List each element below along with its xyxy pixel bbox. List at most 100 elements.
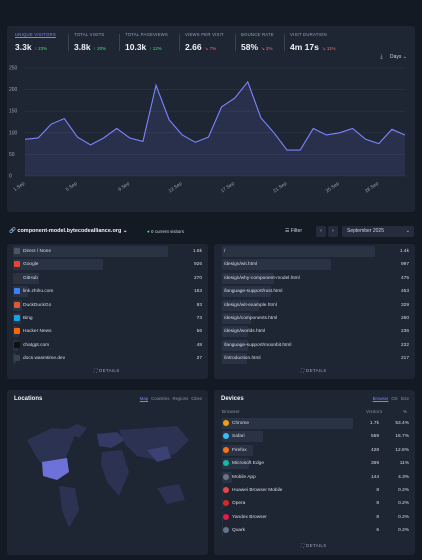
pages-details-button[interactable]: ⛶ DETAILS xyxy=(301,368,327,373)
chevron-down-icon: ⌄ xyxy=(405,228,410,234)
page-row[interactable]: /introduction.html 217 xyxy=(222,353,409,365)
browser-percent: 12.8% xyxy=(395,447,409,453)
globe-icon xyxy=(14,288,20,295)
stat-value: 10.3k xyxy=(125,42,147,52)
mobile-app-icon xyxy=(223,473,229,480)
source-row[interactable]: docs.wasmtime.dev 27 xyxy=(13,353,202,365)
source-name: GitHub xyxy=(23,275,38,281)
period-picker[interactable]: September 2025 ⌄ xyxy=(342,226,414,237)
device-row[interactable]: Firefox 428 12.8% xyxy=(222,444,409,456)
stat-change: ↘ 7% xyxy=(204,46,217,51)
locations-tabs: Map Countries Regions Cities xyxy=(137,396,202,401)
device-row[interactable]: Safari 559 16.7% xyxy=(222,431,409,443)
device-row[interactable]: Mobile App 144 4.3% xyxy=(222,471,409,483)
device-row[interactable]: Microsoft Edge 369 11% xyxy=(222,458,409,470)
filter-button[interactable]: ☰ Filter xyxy=(285,228,302,234)
tab-regions[interactable]: Regions xyxy=(172,396,189,401)
source-count: 1.6k xyxy=(192,249,202,254)
prev-period-button[interactable]: ‹ xyxy=(316,226,326,237)
source-row[interactable]: Hacker News 56 xyxy=(13,326,202,338)
sources-details-button[interactable]: ⛶ DETAILS xyxy=(94,368,120,373)
world-map[interactable] xyxy=(7,410,208,550)
arrow-down-icon: ↘ xyxy=(261,46,267,51)
browser-percent: 0.2% xyxy=(398,501,409,507)
source-name: Bing xyxy=(23,316,33,321)
stat-2[interactable]: Total pageviews 10.3k ↑ 12% xyxy=(125,32,168,54)
browser-name: Opera xyxy=(232,501,246,507)
next-period-button[interactable]: › xyxy=(328,226,338,237)
tab-size[interactable]: Size xyxy=(400,396,409,401)
stat-4[interactable]: Bounce rate 58% ↘ 2% xyxy=(241,32,274,54)
opera-icon xyxy=(223,500,229,507)
source-row[interactable]: Google 926 xyxy=(13,259,202,271)
stat-0[interactable]: Unique visitors 3.3k ↑ 23% xyxy=(15,32,56,54)
device-bar xyxy=(222,418,353,429)
stat-value: 3.8k xyxy=(74,42,91,52)
period-label: September 2025 xyxy=(347,228,384,234)
pages-list: / 1.4k/design/wit.html 997/design/why-comp… xyxy=(222,246,409,365)
source-row[interactable]: chatgpt.com 48 xyxy=(13,339,202,351)
download-icon[interactable]: ⤓ xyxy=(380,54,383,60)
device-bar xyxy=(222,431,263,443)
device-bar xyxy=(222,498,224,510)
devices-details-button[interactable]: ⛶ DETAILS xyxy=(301,543,327,548)
browser-name: Quark xyxy=(232,528,246,534)
device-bar xyxy=(222,485,224,496)
y-tick-label: 100 xyxy=(9,130,18,136)
page-row[interactable]: /design/wit-example.html 329 xyxy=(222,299,409,311)
device-bar xyxy=(222,525,224,537)
page-bar xyxy=(222,339,249,351)
source-name: Direct / None xyxy=(23,249,51,254)
stat-1[interactable]: Total visits 3.8k ↑ 20% xyxy=(74,32,106,54)
y-tick-label: 250 xyxy=(9,66,18,72)
stat-change: ↘ 11% xyxy=(321,46,336,51)
page-bar xyxy=(222,353,247,365)
page-bar xyxy=(222,272,275,284)
browser-visitors: 8 xyxy=(376,488,379,493)
browser-visitors: 559 xyxy=(370,434,379,440)
site-selector[interactable]: 🔗 component-model.bytecodealliance.org ⌄ xyxy=(9,228,127,234)
tab-map[interactable]: Map xyxy=(139,396,149,401)
arrow-down-icon: ↘ xyxy=(204,46,210,51)
source-row[interactable]: Direct / None 1.6k xyxy=(13,246,202,257)
stat-5[interactable]: Visit duration 4m 17s ↘ 11% xyxy=(290,32,336,54)
huawei-browser-mobile-icon xyxy=(223,487,229,493)
stats-panel: Unique visitors 3.3k ↑ 23% Total visits 3.8k… xyxy=(7,26,415,212)
device-row[interactable]: Quark 6 0.2% xyxy=(222,525,409,537)
stat-label: Total pageviews xyxy=(125,32,168,37)
stat-change: ↑ 20% xyxy=(93,46,107,51)
sources-list: Direct / None 1.6k Google 926 GitHub 270 link.… xyxy=(13,246,202,365)
page-row[interactable]: /design/wit.html 997 xyxy=(222,259,409,271)
tab-cities[interactable]: Cities xyxy=(191,396,202,401)
page-count: 329 xyxy=(400,302,409,308)
tab-browser[interactable]: Browser xyxy=(372,396,389,401)
page-row[interactable]: /language-support/moonbit.html 232 xyxy=(222,339,409,351)
chevron-right-icon: › xyxy=(332,228,334,234)
page-bar xyxy=(222,313,252,324)
source-row[interactable]: DuckDuckGo 93 xyxy=(13,299,202,311)
filter-bar: 🔗 component-model.bytecodealliance.org ⌄… xyxy=(7,224,415,240)
page-row[interactable]: /design/worlds.html 236 xyxy=(222,326,409,338)
source-row[interactable]: link.zhihu.com 153 xyxy=(13,286,202,298)
source-name: chatgpt.com xyxy=(23,342,50,348)
page-row[interactable]: /design/why-component-model.html 475 xyxy=(222,272,409,284)
source-row[interactable]: GitHub 270 xyxy=(13,272,202,284)
device-row[interactable]: Yandex Browser 8 0.2% xyxy=(222,511,409,523)
y-tick-label: 150 xyxy=(9,109,18,115)
interval-picker[interactable]: ⤓ Days ⌄ xyxy=(380,54,407,60)
y-tick-label: 50 xyxy=(9,152,15,158)
device-row[interactable]: Opera 8 0.2% xyxy=(222,498,409,510)
tab-countries[interactable]: Countries xyxy=(151,396,170,401)
device-row[interactable]: Huawei Browser Mobile 8 0.2% xyxy=(222,485,409,496)
tab-os[interactable]: OS xyxy=(391,396,398,401)
current-visitors[interactable]: ● 0 current visitors xyxy=(147,229,184,234)
page-row[interactable]: /design/components.html 260 xyxy=(222,313,409,324)
stat-3[interactable]: Views per visit 2.66 ↘ 7% xyxy=(185,32,224,54)
page-count: 1.4k xyxy=(399,249,409,254)
device-row[interactable]: Chrome 1.7k 53.4% xyxy=(222,418,409,429)
expand-icon: ⛶ xyxy=(301,368,305,373)
device-bar xyxy=(222,444,254,456)
page-row[interactable]: /language-support/rust.html 453 xyxy=(222,286,409,298)
page-row[interactable]: / 1.4k xyxy=(222,246,409,257)
source-row[interactable]: Bing 73 xyxy=(13,313,202,324)
